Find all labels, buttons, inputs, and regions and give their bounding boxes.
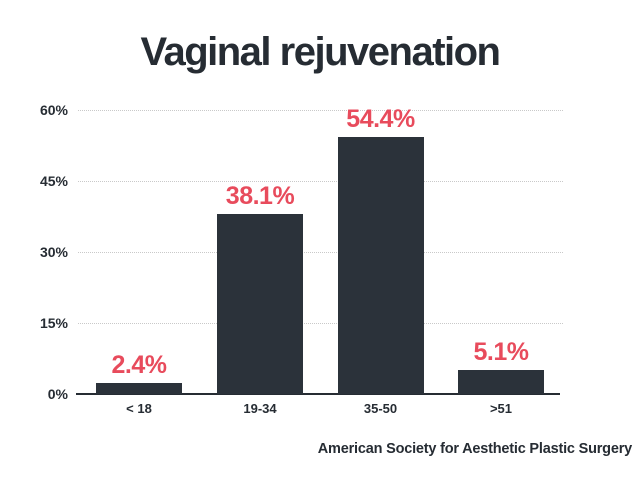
bar-value-label: 2.4%: [111, 350, 167, 379]
x-tick-label: >51: [489, 401, 513, 416]
gridline-30: [78, 252, 563, 253]
x-axis-line: [76, 393, 560, 395]
bar: [337, 136, 424, 394]
gridline-60: [78, 110, 563, 111]
bar-value-label: 54.4%: [346, 104, 415, 133]
bar: [217, 213, 303, 394]
bar-value-label: 38.1%: [225, 181, 295, 210]
x-tick-label: 19-34: [243, 401, 277, 416]
source-attribution: American Society for Aesthetic Plastic S…: [317, 441, 632, 457]
y-tick-label: 30%: [39, 244, 68, 260]
y-tick-label: 15%: [39, 315, 68, 331]
bar: [458, 369, 544, 394]
y-tick-label: 60%: [39, 102, 68, 118]
gridline-15: [78, 323, 563, 324]
bar: [96, 382, 182, 394]
gridline-45: [78, 181, 563, 182]
bar-value-label: 5.1%: [473, 337, 529, 366]
x-tick-label: < 18: [126, 401, 152, 416]
chart-title: Vaginal rejuvenation: [140, 30, 501, 74]
y-tick-label: 45%: [39, 173, 68, 189]
x-tick-label: 35-50: [363, 401, 398, 416]
y-tick-label: 0%: [47, 386, 68, 402]
